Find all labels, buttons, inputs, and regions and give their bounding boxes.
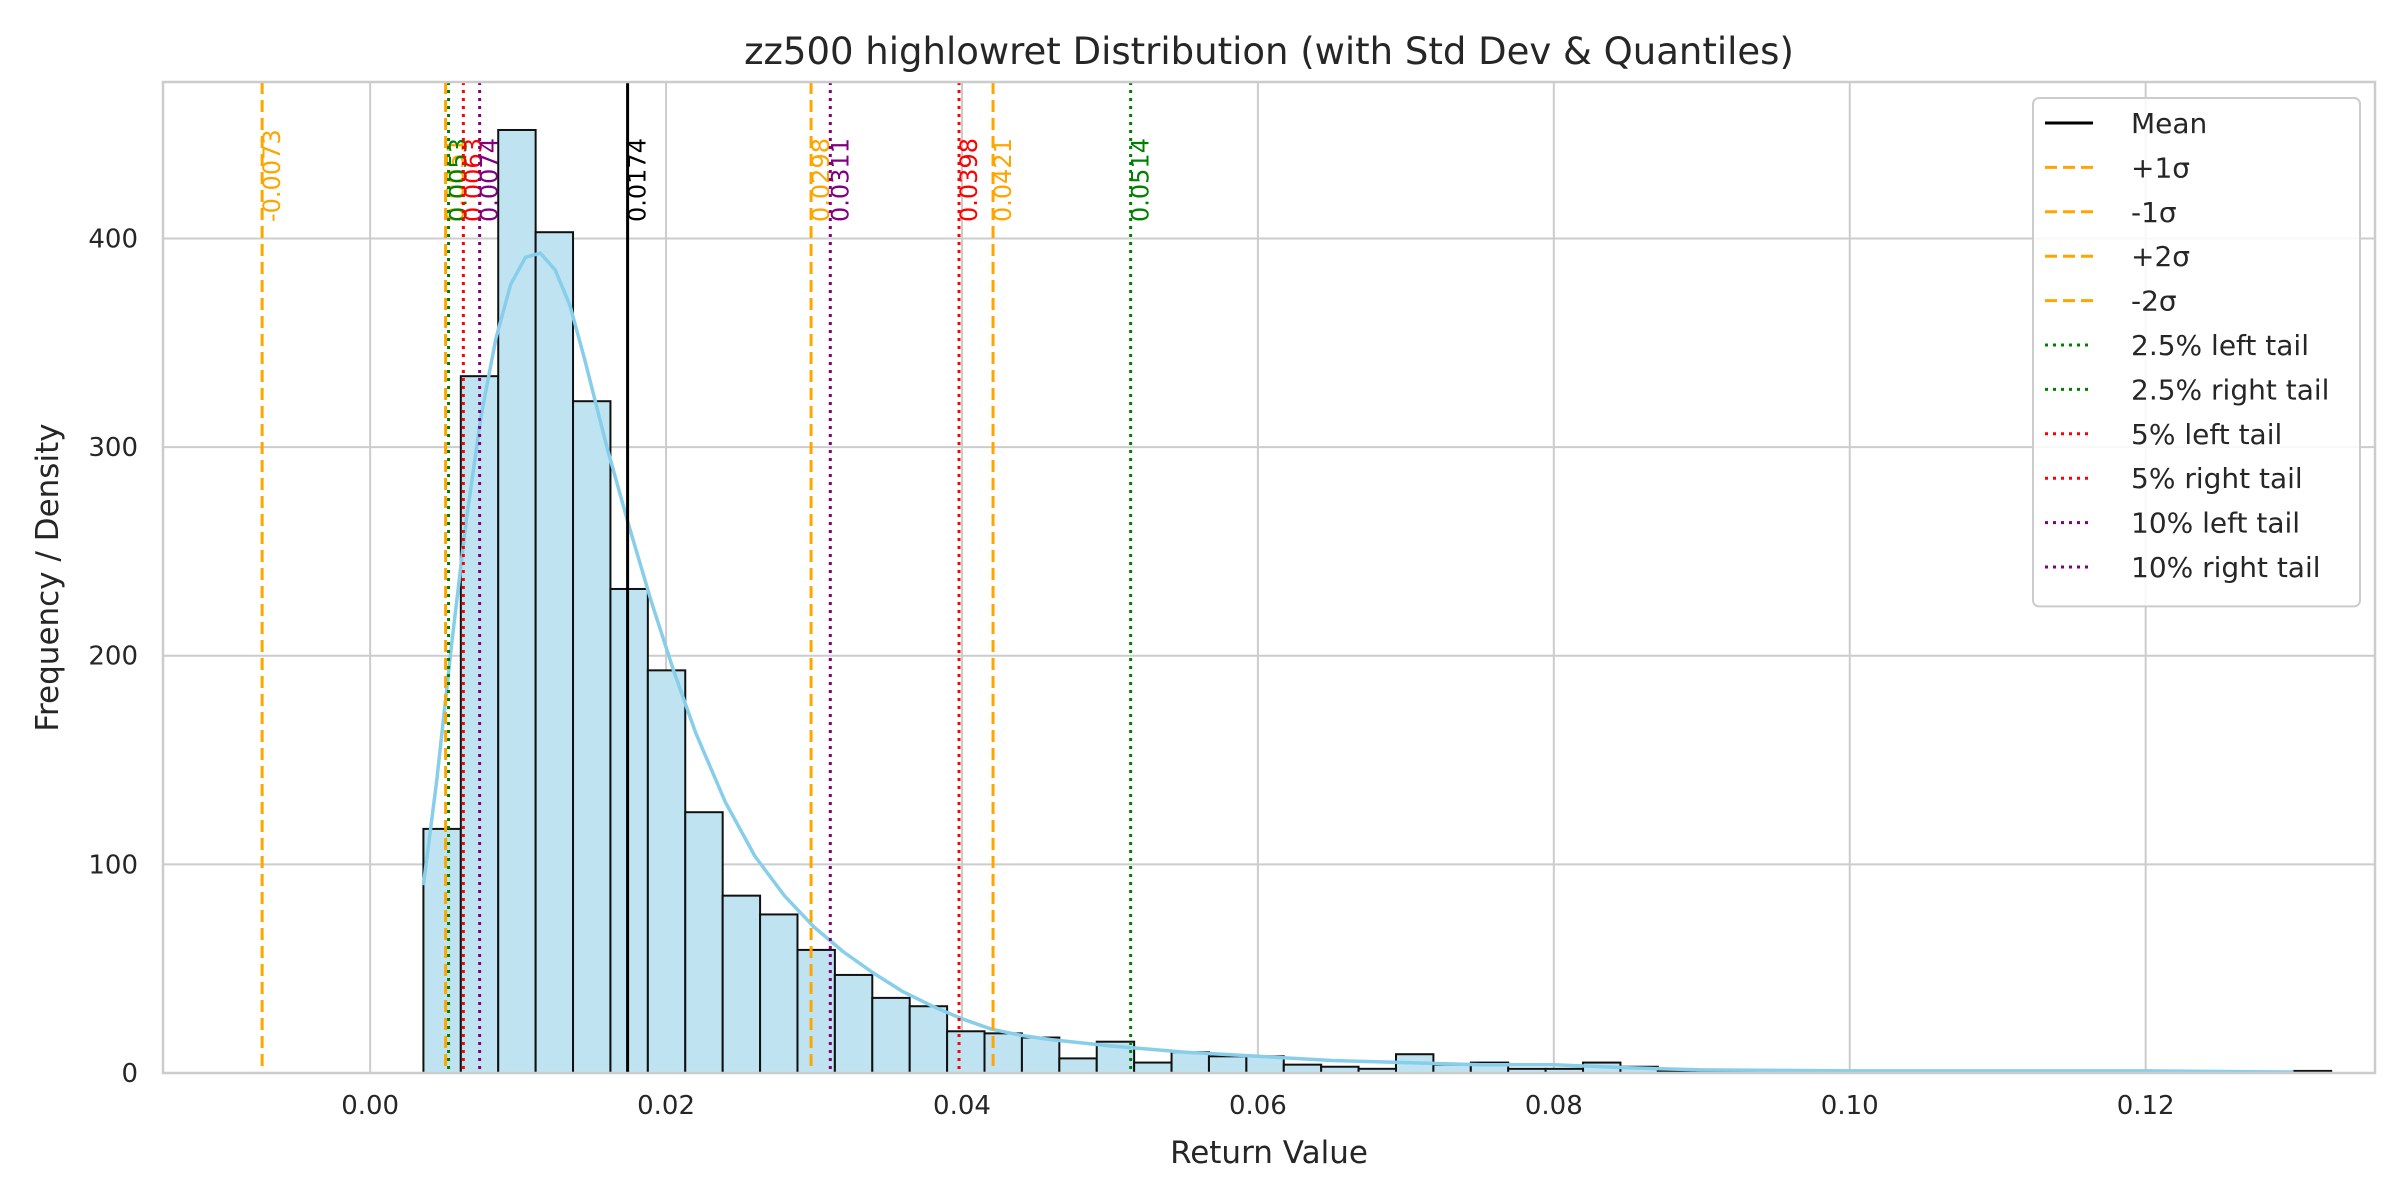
histogram-bar: [759, 913, 799, 1074]
histogram-bar: [871, 996, 911, 1075]
legend-label: -1σ: [2131, 196, 2177, 229]
reference-line-label: 0.0311: [826, 138, 854, 222]
histogram-bar: [609, 587, 649, 1074]
chart-title: zz500 highlowret Distribution (with Std …: [744, 30, 1794, 73]
reference-line-label: -0.0073: [258, 129, 286, 222]
y-tick-label: 100: [88, 850, 138, 880]
histogram-bar: [1020, 1036, 1061, 1074]
histogram-bar: [946, 1030, 986, 1074]
plot-frame: [161, 80, 2377, 1075]
histogram-bar: [1058, 1057, 1098, 1074]
x-tick-label: 0.08: [1525, 1091, 1583, 1121]
legend-label: 10% right tail: [2131, 551, 2321, 584]
y-tick-label: 0: [121, 1059, 138, 1089]
reference-line-label: 0.0074: [476, 138, 504, 222]
histogram-bar: [646, 669, 687, 1074]
histogram-bar: [534, 231, 575, 1075]
legend-label: +2σ: [2131, 240, 2190, 273]
x-axis-ticks: 0.00 0.02 0.04 0.06 0.08 0.10 0.12: [341, 1091, 2174, 1121]
legend-label: 2.5% right tail: [2131, 373, 2329, 406]
legend-label: 5% right tail: [2131, 462, 2303, 495]
legend-box: [2032, 97, 2361, 608]
x-tick-label: 0.02: [637, 1091, 695, 1121]
reference-line-label: 0.0514: [1127, 138, 1155, 222]
y-axis-ticks: 0 100 200 300 400: [88, 224, 138, 1089]
x-tick-label: 0.00: [341, 1091, 399, 1121]
histogram-bar: [1207, 1055, 1248, 1074]
legend-label: 10% left tail: [2131, 507, 2300, 540]
reference-line-label: 0.0398: [955, 138, 983, 222]
reference-line-label: 0.0174: [624, 138, 652, 222]
reference-line-label: 0.0053: [445, 138, 473, 222]
histogram-bar: [572, 400, 612, 1075]
histogram-bar: [684, 811, 724, 1074]
legend-label: 2.5% left tail: [2131, 329, 2309, 362]
reference-line-label: 0.0063: [459, 138, 487, 222]
y-tick-label: 300: [88, 433, 138, 463]
histogram-bar: [721, 894, 762, 1074]
y-tick-label: 400: [88, 224, 138, 254]
legend-label: Mean: [2131, 107, 2207, 140]
x-tick-label: 0.04: [933, 1091, 991, 1121]
histogram-bar: [908, 1005, 949, 1075]
y-tick-label: 200: [88, 642, 138, 672]
x-axis-title: Return Value: [1170, 1135, 1368, 1171]
reference-line-label: 0.0421: [989, 138, 1017, 222]
legend-label: +1σ: [2131, 151, 2190, 184]
legend-label: -2σ: [2131, 285, 2177, 318]
x-tick-label: 0.06: [1229, 1091, 1287, 1121]
histogram-bar: [422, 827, 462, 1075]
histogram-bars: [422, 128, 2333, 1075]
y-axis-title: Frequency / Density: [30, 423, 66, 731]
reference-line-label: 0.0051: [442, 138, 470, 222]
histogram-bar: [1282, 1063, 1323, 1075]
histogram-bar: [1133, 1061, 1173, 1075]
histogram-bar: [833, 973, 874, 1075]
plot-border: [161, 80, 2377, 1075]
legend-label: 5% left tail: [2131, 418, 2282, 451]
legend: Mean +1σ -1σ +2σ -2σ 2.5% left tail 2.5% right…: [2032, 97, 2361, 608]
x-tick-label: 0.12: [2117, 1091, 2175, 1121]
histogram-bar: [983, 1032, 1023, 1074]
x-tick-label: 0.10: [1821, 1091, 1879, 1121]
histogram-bar: [1170, 1051, 1210, 1074]
